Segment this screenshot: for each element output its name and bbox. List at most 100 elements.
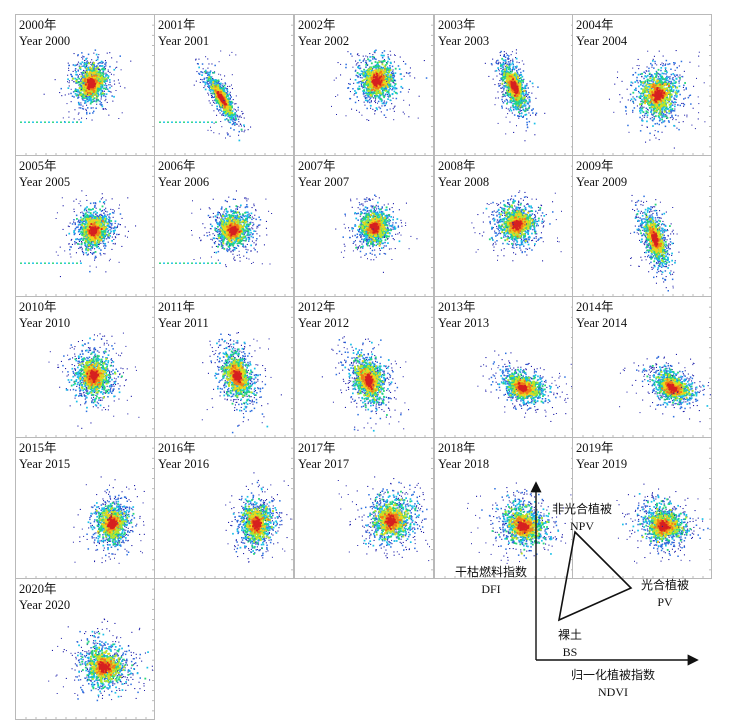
- density-scatter: [582, 306, 711, 437]
- year-en: Year 2013: [438, 315, 489, 331]
- year-en: Year 2005: [19, 174, 70, 190]
- feature-space-diagram: 干枯燃料指数 DFI 非光合植被 NPV 光合植被 PV 裸土 BS 归一化植被指数 ND…: [440, 470, 740, 720]
- diagram-axes: [530, 481, 699, 666]
- year-cn: 2003年: [438, 17, 489, 33]
- year-en: Year 2020: [19, 597, 70, 613]
- density-scatter: [25, 447, 154, 578]
- density-scatter: [159, 165, 293, 296]
- year-en: Year 2002: [298, 33, 349, 49]
- density-scatter: [444, 306, 573, 437]
- panel-year-label: 2006年 Year 2006: [158, 158, 209, 190]
- scatter-panel: 2004年 Year 2004: [572, 14, 712, 156]
- x-axis-label: 归一化植被指数 NDVI: [548, 666, 678, 700]
- panel-year-label: 2020年 Year 2020: [19, 581, 70, 613]
- scatter-panel: 2013年 Year 2013: [434, 296, 574, 438]
- density-scatter: [25, 306, 154, 437]
- year-en: Year 2017: [298, 456, 349, 472]
- scatter-panel: 2012年 Year 2012: [294, 296, 434, 438]
- year-cn: 2002年: [298, 17, 349, 33]
- year-en: Year 2006: [158, 174, 209, 190]
- year-en: Year 2011: [158, 315, 209, 331]
- year-cn: 2013年: [438, 299, 489, 315]
- year-en: Year 2001: [158, 33, 209, 49]
- density-scatter: [164, 447, 293, 578]
- density-scatter: [20, 165, 154, 296]
- panel-year-label: 2013年 Year 2013: [438, 299, 489, 331]
- year-en: Year 2008: [438, 174, 489, 190]
- density-scatter: [582, 24, 711, 155]
- density-scatter: [444, 165, 573, 296]
- panel-year-label: 2015年 Year 2015: [19, 440, 70, 472]
- npv-label: 非光合植被 NPV: [542, 500, 622, 534]
- density-scatter: [304, 306, 433, 437]
- scatter-panel: 2018年 Year 2018: [434, 437, 574, 579]
- year-en: Year 2007: [298, 174, 349, 190]
- panel-year-label: 2005年 Year 2005: [19, 158, 70, 190]
- scatter-panel: 2014年 Year 2014: [572, 296, 712, 438]
- panel-year-label: 2008年 Year 2008: [438, 158, 489, 190]
- scatter-panel: 2007年 Year 2007: [294, 155, 434, 297]
- year-en: Year 2000: [19, 33, 70, 49]
- year-en: Year 2003: [438, 33, 489, 49]
- year-cn: 2018年: [438, 440, 489, 456]
- scatter-panel: 2006年 Year 2006: [154, 155, 294, 297]
- panel-year-label: 2010年 Year 2010: [19, 299, 70, 331]
- scatter-panel: 2010年 Year 2010: [15, 296, 155, 438]
- year-cn: 2017年: [298, 440, 349, 456]
- year-cn: 2000年: [19, 17, 70, 33]
- density-scatter: [582, 447, 711, 578]
- scatter-panel: 2002年 Year 2002: [294, 14, 434, 156]
- scatter-panel: 2016年 Year 2016: [154, 437, 294, 579]
- year-cn: 2019年: [576, 440, 627, 456]
- panel-year-label: 2011年 Year 2011: [158, 299, 209, 331]
- year-en: Year 2012: [298, 315, 349, 331]
- panel-year-label: 2012年 Year 2012: [298, 299, 349, 331]
- scatter-panel: 2003年 Year 2003: [434, 14, 574, 156]
- scatter-panel: 2011年 Year 2011: [154, 296, 294, 438]
- year-en: Year 2019: [576, 456, 627, 472]
- bs-label: 裸土 BS: [550, 626, 590, 660]
- year-cn: 2020年: [19, 581, 70, 597]
- year-cn: 2012年: [298, 299, 349, 315]
- year-cn: 2001年: [158, 17, 209, 33]
- panel-year-label: 2017年 Year 2017: [298, 440, 349, 472]
- density-scatter: [444, 24, 573, 155]
- scatter-panel: 2005年 Year 2005: [15, 155, 155, 297]
- year-en: Year 2015: [19, 456, 70, 472]
- year-cn: 2004年: [576, 17, 627, 33]
- scatter-panel: 2020年 Year 2020: [15, 578, 155, 720]
- scatter-panel: 2009年 Year 2009: [572, 155, 712, 297]
- panel-year-label: 2009年 Year 2009: [576, 158, 627, 190]
- year-en: Year 2004: [576, 33, 627, 49]
- panel-year-label: 2014年 Year 2014: [576, 299, 627, 331]
- year-cn: 2010年: [19, 299, 70, 315]
- density-scatter: [20, 24, 154, 155]
- year-cn: 2014年: [576, 299, 627, 315]
- year-cn: 2011年: [158, 299, 209, 315]
- pv-label: 光合植被 PV: [625, 576, 705, 610]
- scatter-panel: 2015年 Year 2015: [15, 437, 155, 579]
- y-axis-label: 干枯燃料指数 DFI: [450, 563, 532, 597]
- year-en: Year 2010: [19, 315, 70, 331]
- year-cn: 2006年: [158, 158, 209, 174]
- scatter-panel: 2008年 Year 2008: [434, 155, 574, 297]
- year-cn: 2009年: [576, 158, 627, 174]
- panel-year-label: 2018年 Year 2018: [438, 440, 489, 472]
- year-cn: 2015年: [19, 440, 70, 456]
- year-en: Year 2016: [158, 456, 209, 472]
- year-cn: 2007年: [298, 158, 349, 174]
- panel-year-label: 2002年 Year 2002: [298, 17, 349, 49]
- scatter-panel: 2017年 Year 2017: [294, 437, 434, 579]
- panel-year-label: 2001年 Year 2001: [158, 17, 209, 49]
- panel-year-label: 2019年 Year 2019: [576, 440, 627, 472]
- panel-year-label: 2000年 Year 2000: [19, 17, 70, 49]
- density-scatter: [304, 24, 433, 155]
- panel-year-label: 2007年 Year 2007: [298, 158, 349, 190]
- scatter-panel: 2001年 Year 2001: [154, 14, 294, 156]
- year-en: Year 2018: [438, 456, 489, 472]
- scatter-panel: 2019年 Year 2019: [572, 437, 712, 579]
- panel-year-label: 2016年 Year 2016: [158, 440, 209, 472]
- density-scatter: [304, 165, 433, 296]
- density-scatter: [25, 588, 154, 719]
